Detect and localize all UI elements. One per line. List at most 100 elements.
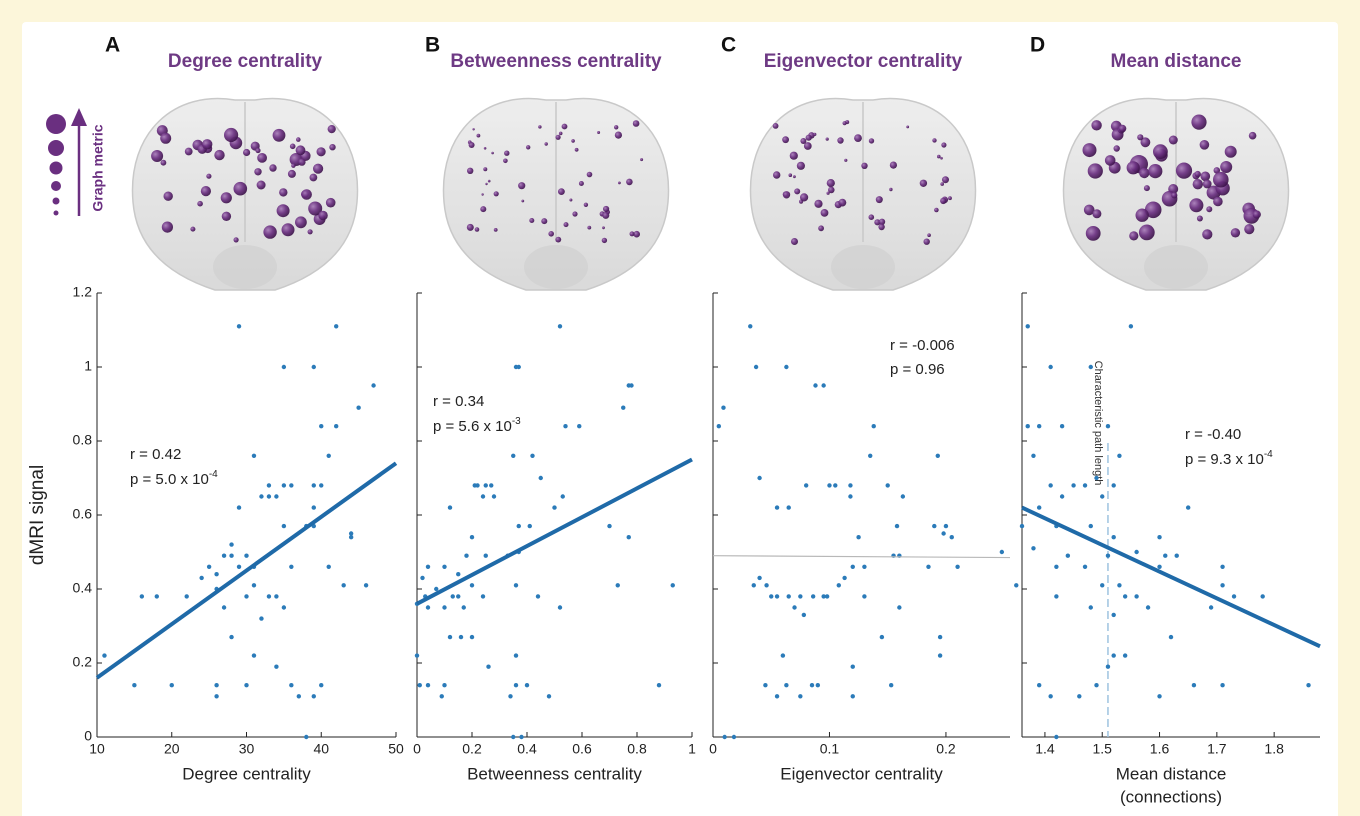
brain-node (1126, 161, 1140, 175)
data-point (236, 324, 242, 329)
brain-node (601, 237, 608, 244)
brain-node (526, 145, 531, 150)
data-point (304, 734, 309, 740)
brain-node (868, 214, 875, 220)
data-point (447, 634, 453, 640)
data-point (244, 683, 249, 688)
data-point (461, 605, 466, 610)
brain-node (224, 127, 239, 143)
data-point (897, 605, 902, 610)
data-point (1117, 453, 1122, 458)
data-point (311, 694, 316, 699)
brain-node (586, 171, 593, 178)
data-point (784, 364, 789, 370)
data-point (1048, 364, 1053, 370)
annotation-p-text: p = 5.0 x 10 (130, 471, 209, 488)
brain-node (1083, 204, 1095, 216)
data-point (1082, 483, 1088, 488)
data-point (1185, 505, 1191, 510)
data-point (941, 531, 946, 536)
brain-node (483, 167, 488, 172)
annotation-p: p = 9.3 x 10-4 (1185, 449, 1273, 468)
data-point (319, 424, 324, 429)
data-point (132, 683, 137, 688)
brain-node (202, 139, 213, 150)
data-point (1048, 694, 1053, 699)
brain-node (487, 179, 491, 183)
brain-node (569, 198, 573, 202)
brain-node (200, 186, 211, 197)
brain-node (558, 188, 565, 196)
data-point (469, 583, 475, 588)
data-point (356, 405, 361, 410)
brain-node (316, 147, 326, 157)
data-point (1220, 683, 1225, 688)
brain-node (934, 207, 939, 213)
data-point (999, 549, 1005, 555)
brain-node (1199, 140, 1210, 150)
brain-node (474, 227, 480, 232)
brain-node (789, 151, 798, 160)
brain-node (820, 209, 829, 217)
brain-node (923, 238, 930, 245)
data-point (848, 494, 853, 499)
brain-node (254, 168, 262, 176)
data-point (274, 594, 279, 599)
brain-node (874, 219, 881, 226)
data-point (1220, 583, 1225, 588)
data-point (1054, 594, 1059, 599)
brain-node (906, 125, 910, 129)
data-point (1163, 553, 1168, 558)
data-point (949, 535, 954, 540)
data-point (784, 683, 789, 688)
data-point (716, 424, 722, 429)
data-point (803, 483, 809, 488)
brain-node (318, 210, 328, 221)
data-point (530, 453, 535, 458)
brain-node (844, 158, 848, 162)
brain-node (818, 225, 824, 232)
data-point (1122, 594, 1128, 599)
x-axis-label: (connections) (1120, 787, 1222, 806)
brain-node (782, 191, 791, 199)
x-tick-label: 1.4 (1035, 741, 1055, 757)
brain-node (1082, 143, 1097, 158)
brain-node (1175, 162, 1193, 179)
data-point (1036, 424, 1042, 429)
data-point (289, 683, 294, 688)
data-point (615, 583, 620, 588)
data-point (1111, 653, 1116, 658)
data-point (1088, 605, 1093, 610)
x-tick-label: 40 (313, 741, 329, 757)
y-tick-label: 0.2 (73, 654, 93, 670)
data-point (1122, 653, 1128, 658)
brain-node (485, 182, 488, 186)
data-point (266, 494, 272, 499)
data-point (900, 494, 906, 499)
data-point (894, 523, 900, 529)
brain-node (1213, 171, 1229, 188)
data-point (214, 683, 219, 688)
brain-node (1202, 179, 1212, 189)
brain-node (1143, 185, 1150, 192)
data-point (889, 683, 894, 688)
brain-node (503, 158, 508, 164)
brain-node (889, 187, 893, 192)
data-point (1025, 324, 1030, 329)
data-point (656, 683, 662, 688)
y-tick-label: 1.2 (73, 284, 93, 300)
brain-node (793, 175, 796, 179)
data-point (251, 583, 257, 588)
brain-stem (213, 245, 277, 289)
x-tick-label: 1.5 (1092, 741, 1112, 757)
brain-node (206, 173, 212, 179)
data-point (483, 553, 488, 558)
data-point (469, 535, 475, 540)
data-point (1117, 583, 1122, 588)
data-point (932, 523, 937, 529)
brain-node (1220, 161, 1233, 173)
data-point (450, 594, 455, 599)
brain-node (493, 191, 499, 197)
brain-node (602, 211, 610, 219)
brain-render (131, 97, 359, 291)
